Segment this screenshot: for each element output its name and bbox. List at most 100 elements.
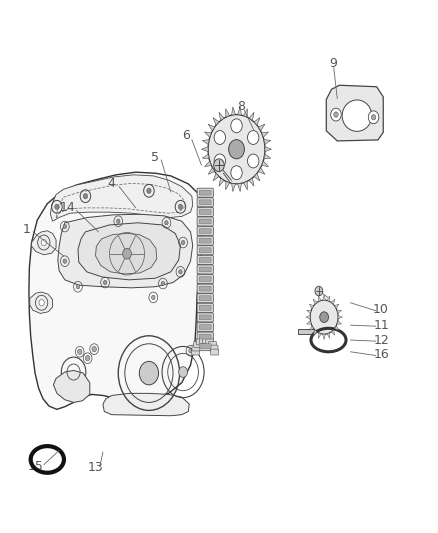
Circle shape (147, 188, 151, 193)
Circle shape (152, 295, 155, 300)
Polygon shape (237, 107, 241, 115)
Circle shape (189, 349, 192, 353)
Circle shape (139, 361, 159, 385)
FancyBboxPatch shape (197, 246, 213, 255)
FancyBboxPatch shape (194, 342, 201, 348)
FancyBboxPatch shape (197, 342, 213, 351)
Polygon shape (53, 370, 90, 402)
FancyBboxPatch shape (197, 255, 213, 264)
Polygon shape (318, 333, 321, 338)
Polygon shape (213, 118, 219, 125)
Polygon shape (232, 107, 236, 115)
Circle shape (165, 221, 168, 225)
FancyBboxPatch shape (199, 209, 211, 214)
Circle shape (247, 154, 259, 168)
Bar (298, 329, 314, 334)
Circle shape (123, 248, 131, 259)
Text: 1: 1 (22, 223, 30, 236)
Circle shape (83, 193, 88, 199)
Text: 9: 9 (329, 58, 337, 70)
Polygon shape (309, 326, 314, 330)
Circle shape (63, 224, 67, 229)
Polygon shape (331, 299, 335, 304)
Circle shape (310, 300, 338, 334)
Polygon shape (226, 109, 230, 117)
Text: 10: 10 (373, 303, 389, 316)
Polygon shape (327, 296, 330, 302)
Circle shape (55, 204, 59, 209)
Polygon shape (205, 161, 212, 167)
Circle shape (161, 281, 165, 286)
Polygon shape (249, 178, 254, 186)
FancyBboxPatch shape (199, 286, 211, 291)
Polygon shape (78, 223, 180, 280)
Text: 16: 16 (373, 348, 389, 361)
Circle shape (247, 131, 259, 144)
FancyBboxPatch shape (199, 238, 211, 243)
Polygon shape (261, 161, 268, 167)
Polygon shape (338, 316, 343, 319)
FancyBboxPatch shape (199, 219, 211, 224)
FancyBboxPatch shape (191, 349, 199, 355)
Polygon shape (337, 310, 342, 313)
Circle shape (103, 280, 107, 285)
Polygon shape (219, 178, 224, 186)
Polygon shape (58, 214, 193, 288)
FancyBboxPatch shape (199, 267, 211, 272)
Ellipse shape (342, 100, 372, 131)
FancyBboxPatch shape (208, 342, 216, 348)
Polygon shape (249, 112, 254, 120)
FancyBboxPatch shape (197, 274, 213, 284)
Polygon shape (208, 124, 215, 131)
Circle shape (78, 349, 82, 354)
Polygon shape (29, 172, 204, 409)
Polygon shape (264, 154, 271, 159)
Polygon shape (254, 173, 260, 181)
Circle shape (181, 240, 185, 245)
Circle shape (231, 166, 242, 180)
Circle shape (179, 270, 182, 274)
Text: 5: 5 (152, 151, 159, 164)
Polygon shape (219, 112, 224, 120)
Polygon shape (50, 175, 193, 221)
Circle shape (214, 154, 226, 168)
Polygon shape (307, 321, 311, 324)
Polygon shape (309, 304, 314, 309)
FancyBboxPatch shape (199, 315, 211, 320)
Circle shape (178, 204, 183, 209)
FancyBboxPatch shape (199, 334, 211, 339)
Polygon shape (327, 333, 330, 338)
FancyBboxPatch shape (203, 337, 211, 343)
Polygon shape (265, 147, 272, 152)
Polygon shape (232, 183, 236, 192)
Circle shape (214, 159, 224, 172)
FancyBboxPatch shape (206, 339, 214, 345)
Polygon shape (202, 154, 209, 159)
Text: 8: 8 (237, 100, 245, 113)
Circle shape (214, 131, 226, 144)
Circle shape (334, 112, 338, 117)
FancyBboxPatch shape (197, 332, 213, 341)
Polygon shape (202, 140, 209, 144)
Circle shape (179, 367, 187, 377)
Circle shape (63, 259, 67, 263)
FancyBboxPatch shape (197, 188, 213, 197)
Circle shape (320, 312, 328, 322)
Polygon shape (237, 183, 241, 192)
Circle shape (41, 239, 46, 246)
FancyBboxPatch shape (197, 198, 213, 207)
FancyBboxPatch shape (197, 227, 213, 236)
Polygon shape (306, 316, 310, 319)
FancyBboxPatch shape (197, 294, 213, 303)
Polygon shape (323, 295, 325, 300)
FancyBboxPatch shape (196, 339, 204, 345)
Polygon shape (244, 181, 247, 190)
FancyBboxPatch shape (197, 313, 213, 322)
Polygon shape (337, 321, 342, 324)
Text: 15: 15 (28, 460, 44, 473)
FancyBboxPatch shape (197, 207, 213, 216)
Circle shape (371, 115, 376, 120)
Circle shape (331, 108, 341, 121)
Circle shape (231, 119, 242, 133)
Polygon shape (307, 310, 311, 313)
